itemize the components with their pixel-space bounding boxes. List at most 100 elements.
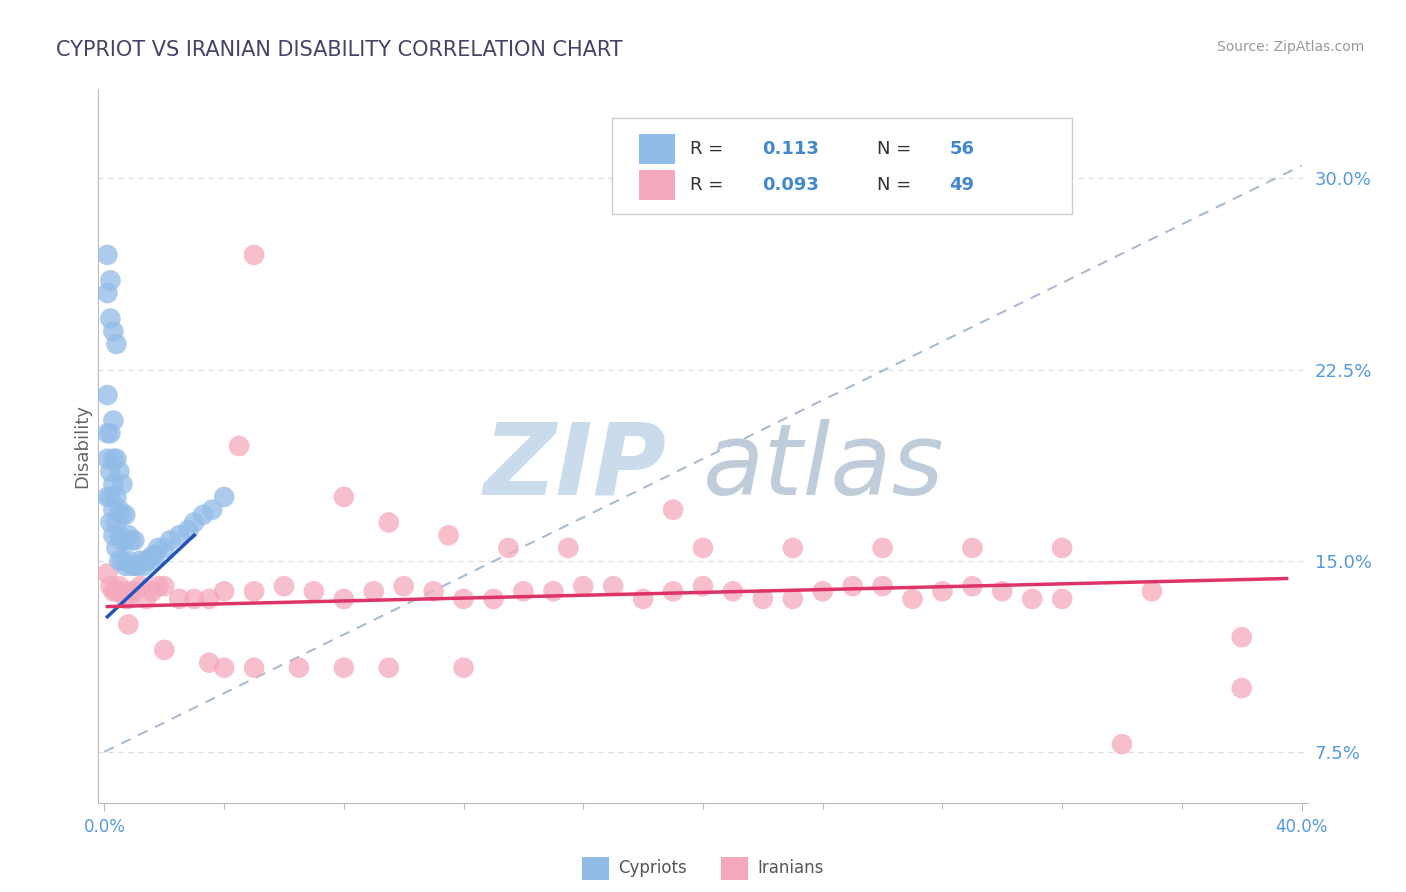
Point (135, 591, 157, 606)
Point (377, 516, 399, 530)
Point (117, 528, 139, 542)
Point (117, 554, 139, 568)
Point (100, 465, 122, 479)
Point (212, 661, 235, 675)
Point (721, 584, 744, 599)
Point (193, 508, 215, 522)
Text: ZIP: ZIP (484, 419, 666, 516)
Point (96, 426, 118, 441)
Point (333, 490, 356, 504)
Point (183, 591, 205, 606)
Point (153, 541, 176, 555)
Point (302, 584, 325, 599)
Point (103, 451, 125, 466)
Point (108, 465, 131, 479)
Point (129, 579, 152, 593)
Point (103, 324, 125, 338)
Point (962, 579, 984, 593)
Point (692, 541, 714, 555)
Point (153, 579, 176, 593)
Point (512, 584, 534, 599)
Point (167, 528, 190, 542)
Point (105, 490, 128, 504)
Point (148, 541, 170, 555)
Point (141, 584, 163, 599)
Point (392, 579, 415, 593)
Point (100, 426, 122, 441)
Point (333, 661, 356, 675)
Point (132, 558, 155, 573)
Point (872, 541, 894, 555)
Point (159, 533, 181, 548)
Point (103, 584, 125, 599)
Point (114, 591, 136, 606)
Point (96, 388, 118, 402)
Point (201, 502, 224, 516)
Text: 56: 56 (949, 140, 974, 158)
Point (572, 579, 595, 593)
Point (114, 508, 136, 522)
Point (124, 558, 146, 573)
Point (543, 584, 565, 599)
Point (482, 591, 505, 606)
Point (752, 591, 775, 606)
Point (198, 656, 221, 670)
Point (114, 558, 136, 573)
Text: atlas: atlas (703, 419, 945, 516)
Point (96, 490, 118, 504)
Point (453, 661, 475, 675)
Point (108, 579, 131, 593)
Point (138, 554, 160, 568)
Point (422, 584, 444, 599)
Y-axis label: Disability: Disability (73, 404, 91, 488)
Point (103, 477, 125, 491)
Point (103, 502, 125, 516)
Point (100, 311, 122, 326)
Point (120, 584, 142, 599)
Point (1230, 630, 1253, 644)
Point (198, 591, 221, 606)
Point (141, 549, 163, 563)
Point (1230, 681, 1253, 695)
Point (96, 451, 118, 466)
Point (111, 554, 134, 568)
Point (782, 541, 804, 555)
Point (1140, 584, 1163, 599)
Point (111, 533, 134, 548)
Point (363, 584, 385, 599)
Point (108, 502, 131, 516)
Point (135, 554, 157, 568)
Point (377, 661, 399, 675)
Point (212, 490, 235, 504)
Point (228, 439, 250, 453)
Point (1111, 737, 1133, 751)
Point (111, 508, 134, 522)
Point (273, 579, 295, 593)
Point (103, 413, 125, 427)
Point (105, 516, 128, 530)
Point (120, 533, 142, 548)
Point (111, 477, 134, 491)
Point (100, 490, 122, 504)
Text: Cypriots: Cypriots (619, 860, 688, 878)
Point (120, 558, 142, 573)
Point (105, 584, 128, 599)
Point (782, 591, 804, 606)
Text: 0.093: 0.093 (762, 176, 820, 194)
Point (453, 591, 475, 606)
Point (100, 516, 122, 530)
Point (243, 584, 266, 599)
FancyBboxPatch shape (613, 118, 1071, 214)
Text: N =: N = (877, 140, 917, 158)
Text: R =: R = (690, 140, 728, 158)
Point (931, 584, 953, 599)
Point (243, 661, 266, 675)
Point (105, 541, 128, 555)
Point (117, 617, 139, 632)
Point (108, 554, 131, 568)
Point (901, 591, 924, 606)
Point (105, 337, 128, 351)
Point (105, 451, 128, 466)
Point (124, 533, 146, 548)
Bar (721, 857, 748, 880)
